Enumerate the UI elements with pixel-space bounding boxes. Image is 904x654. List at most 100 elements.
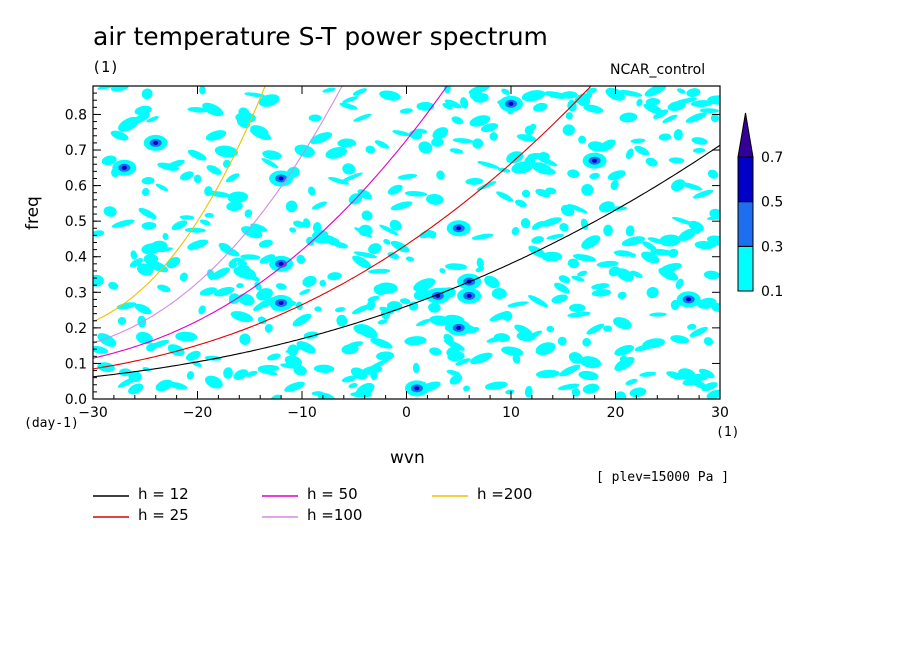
contour-patch xyxy=(296,254,306,265)
contour-patch xyxy=(535,188,551,198)
contour-patch xyxy=(206,165,222,175)
contour-patch xyxy=(358,224,373,237)
contour-patch xyxy=(524,385,533,398)
contour-patch xyxy=(428,230,437,239)
contour-patch xyxy=(465,177,484,185)
contour-patch xyxy=(379,90,401,101)
contour-patch xyxy=(531,236,544,244)
contour-patch xyxy=(412,362,420,374)
contour-patch xyxy=(239,333,251,345)
contour-patch xyxy=(171,220,188,231)
contour-patch xyxy=(187,149,207,161)
contour-patch xyxy=(675,278,684,289)
contour-patch xyxy=(551,294,568,304)
dispersion-curve-h25 xyxy=(93,86,592,370)
contour-patch xyxy=(258,94,280,107)
contour-patch xyxy=(293,220,306,228)
contour-patch xyxy=(586,92,593,99)
contour-patch xyxy=(678,228,697,242)
contour-patch xyxy=(432,127,449,140)
contour-patch xyxy=(578,135,587,144)
contour-patch xyxy=(299,289,311,295)
contour-patch xyxy=(257,369,278,376)
contour-patch xyxy=(342,96,359,104)
contour-patch xyxy=(613,250,633,257)
contour-patch xyxy=(619,112,638,123)
contour-patch xyxy=(306,236,315,246)
contour-patch xyxy=(296,341,316,354)
contour-patch xyxy=(138,207,157,220)
dispersion-curve-h12 xyxy=(93,144,720,378)
contour-patch xyxy=(353,251,377,259)
contour-patch xyxy=(671,216,694,225)
y-tick-label: 0.2 xyxy=(65,321,87,337)
contour-patch xyxy=(447,351,465,362)
contour-patch xyxy=(535,342,556,356)
contour-patch xyxy=(368,268,391,274)
contour-patch xyxy=(625,225,635,237)
contour-patch xyxy=(129,258,144,268)
contour-patch xyxy=(565,112,573,120)
legend-label-h50: h = 50 xyxy=(307,485,358,503)
contour-patch xyxy=(618,90,643,97)
contour-patch xyxy=(477,161,500,169)
contour-patch xyxy=(653,109,669,119)
contour-patch xyxy=(621,236,646,247)
y-tick-label: 0.3 xyxy=(65,285,87,301)
contour-patch xyxy=(97,86,115,90)
y-tick-label: 0.7 xyxy=(65,143,87,159)
contour-patch xyxy=(285,200,298,213)
contour-patch xyxy=(569,303,586,313)
contour-patch xyxy=(535,369,560,379)
contour-patch xyxy=(352,304,371,315)
contour-patch xyxy=(116,302,137,310)
contour-patch xyxy=(245,370,258,377)
contour-patch xyxy=(630,270,643,278)
contour-patch xyxy=(449,148,464,154)
contour-patch xyxy=(567,204,588,214)
contour-patch xyxy=(468,326,480,334)
contour-patch xyxy=(649,312,667,317)
contour-patch xyxy=(250,128,272,141)
contour-patch xyxy=(571,387,581,397)
contour-patch xyxy=(179,272,188,282)
contour-patch xyxy=(202,102,224,117)
contour-patch xyxy=(629,253,636,258)
contour-patch xyxy=(399,108,413,114)
dispersion-curve-h50 xyxy=(93,86,448,359)
contour-patch xyxy=(244,209,253,218)
contour-patch xyxy=(471,233,494,240)
contour-patch xyxy=(463,385,470,392)
contour-patch xyxy=(184,227,206,233)
contour-patch xyxy=(346,341,363,349)
contour-patch xyxy=(707,95,720,105)
level-note: [ plev=15000 Pa ] xyxy=(596,470,730,485)
contour-patch xyxy=(314,306,322,312)
contour-patch xyxy=(387,184,403,195)
contour-patch xyxy=(596,260,619,268)
contour-patch xyxy=(582,383,600,394)
contour-patch xyxy=(706,235,720,246)
contour-patch xyxy=(389,219,402,231)
contour-patch xyxy=(336,314,348,327)
x-tick-label: 10 xyxy=(502,405,520,421)
x-tick-label: −10 xyxy=(287,405,317,421)
contour-patch xyxy=(428,302,441,313)
contour-patch xyxy=(327,272,342,281)
contour-patch xyxy=(692,148,706,153)
contour-patch xyxy=(703,270,720,280)
contour-patch xyxy=(383,238,391,245)
dispersion-curve-h200 xyxy=(93,86,266,323)
peak-core xyxy=(456,226,462,231)
contour-field xyxy=(93,86,720,399)
contour-patch xyxy=(489,132,498,141)
y-tick-label: 0.8 xyxy=(65,107,87,123)
contour-patch xyxy=(141,88,153,100)
contour-patch xyxy=(312,222,322,233)
colorbar-segment xyxy=(737,156,754,203)
contour-patch xyxy=(148,339,170,349)
contour-patch xyxy=(429,347,442,356)
contour-patch xyxy=(496,191,514,202)
colorbar-level-label: 0.5 xyxy=(761,195,783,211)
contour-patch xyxy=(528,295,548,308)
